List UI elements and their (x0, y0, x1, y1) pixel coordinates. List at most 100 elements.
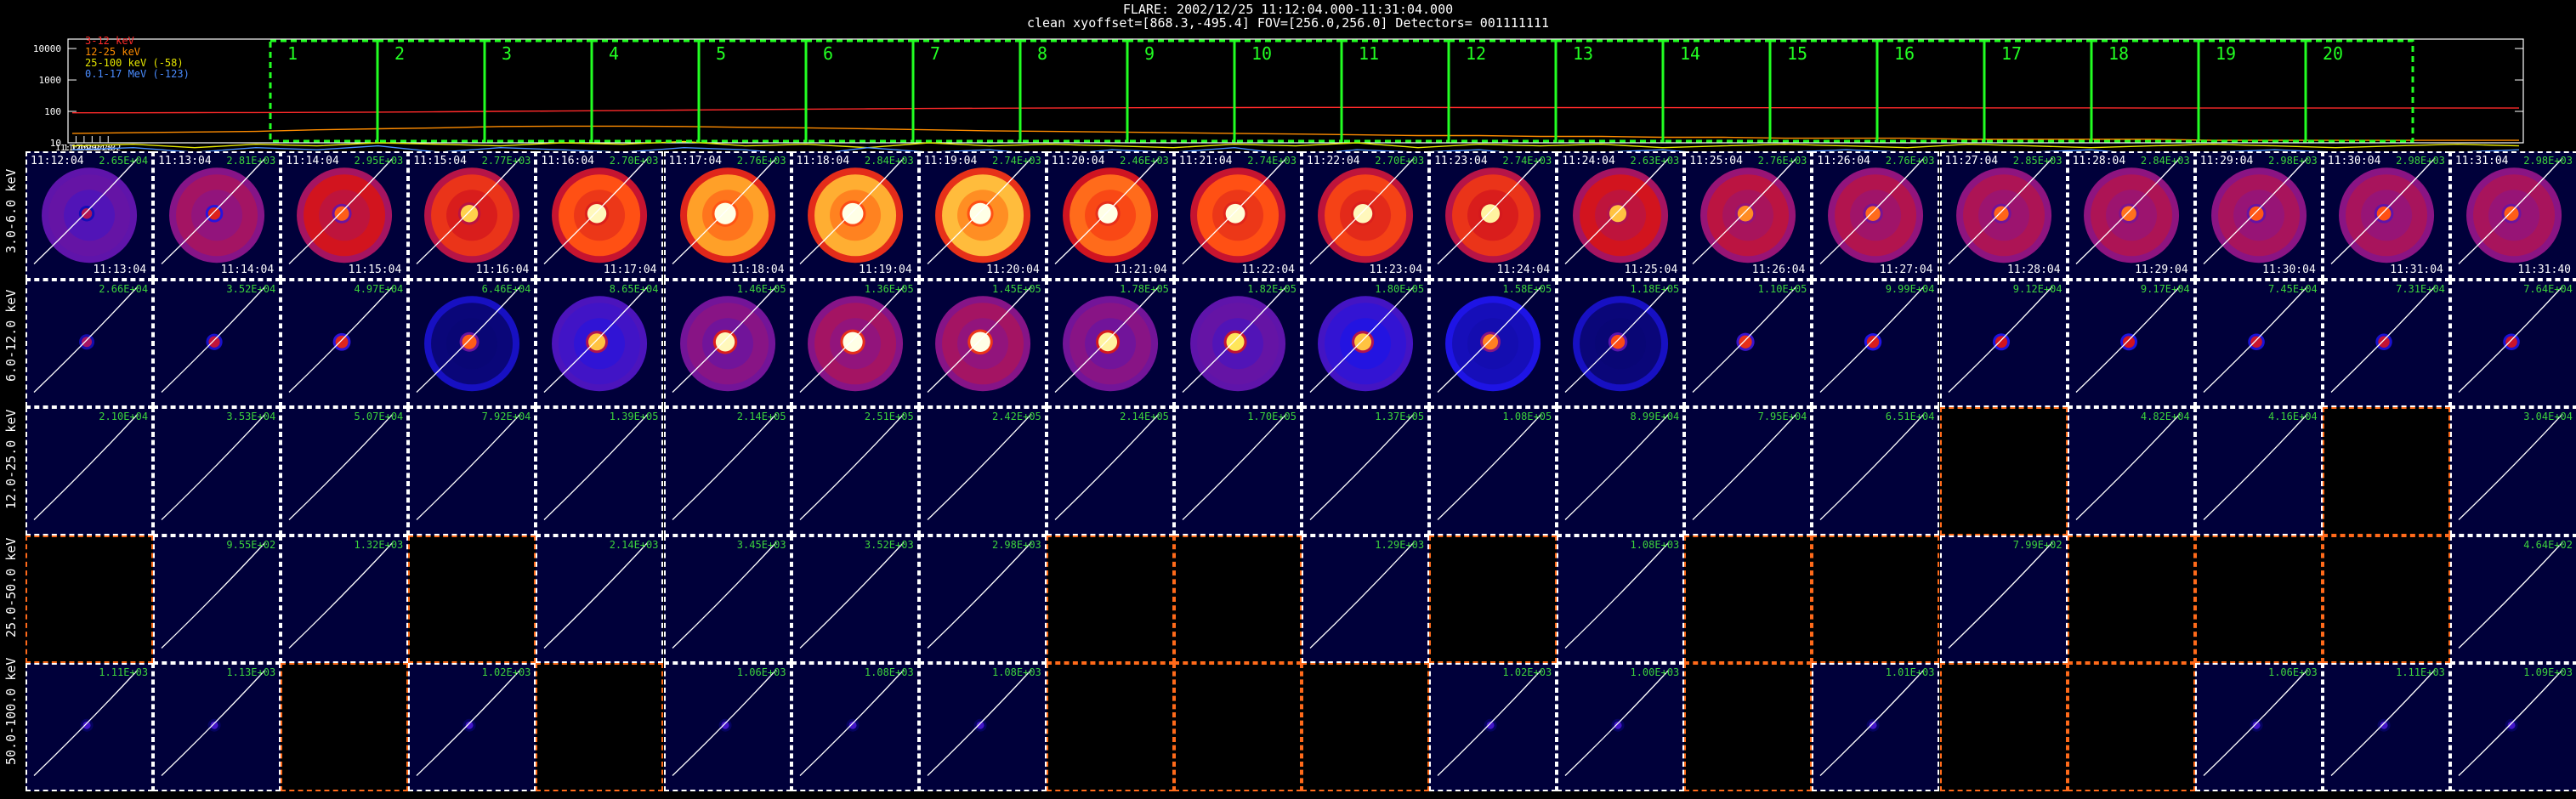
interval-label: 20 (2323, 43, 2343, 64)
peak-value-label: 3.45E+03 (736, 538, 786, 551)
peak-value-label: 1.08E+03 (1630, 538, 1680, 551)
interval-label: 8 (1037, 43, 1047, 64)
interval-label: 16 (1894, 43, 1915, 64)
peak-value-label: 2.46E+03 (1120, 155, 1169, 167)
flare-source (2507, 721, 2516, 729)
image-panel-empty (26, 535, 154, 663)
peak-value-label: 2.10E+04 (99, 411, 149, 422)
interval-label: 18 (2108, 43, 2129, 64)
end-time-label: 11:28:04 (2006, 263, 2061, 276)
start-time-label: 11:18:04 (796, 155, 850, 167)
peak-value-label: 1.39E+05 (609, 411, 659, 422)
peak-value-label: 4.82E+04 (2140, 411, 2190, 422)
peak-value-label: 1.08E+03 (991, 666, 1041, 678)
solar-limb (2458, 413, 2563, 520)
image-panel: 6.46E+04 (408, 279, 536, 407)
flare-source (1098, 203, 1118, 224)
end-time-label: 11:29:04 (2135, 263, 2188, 276)
solar-limb (2458, 541, 2563, 649)
image-panel: 1.01E+03 (1812, 663, 1940, 791)
image-panel: 1.18E+05 (1557, 279, 1685, 407)
solar-limb (1692, 286, 1797, 393)
solar-limb (161, 541, 266, 649)
interval-label: 11 (1359, 43, 1379, 64)
flare-source (207, 207, 221, 220)
image-panel-empty (1173, 663, 1302, 791)
flare-source (2505, 335, 2517, 348)
start-time-label: 11:14:04 (286, 155, 339, 167)
legend-entry: 12-25 keV (85, 46, 140, 58)
interval-box (1018, 39, 1129, 143)
image-panel: 1.08E+03 (1557, 535, 1685, 663)
peak-value-label: 2.98E+03 (2267, 155, 2318, 167)
solar-limb (2330, 286, 2436, 393)
flare-source (1614, 721, 1622, 729)
solar-limb (1948, 157, 2053, 264)
x-tick-label: 11:12 (55, 144, 81, 151)
interval-box (1554, 39, 1665, 143)
start-time-label: 11:16:04 (541, 155, 595, 167)
image-panel: 7.99E+02 (1939, 535, 2068, 663)
solar-limb (1692, 413, 1797, 520)
flare-source (1354, 332, 1372, 350)
image-panel: 7.45E+04 (2194, 279, 2323, 407)
image-panel: 11:13:04 11:14:04 2.81E+03 (153, 151, 281, 280)
solar-limb (1819, 669, 1925, 776)
peak-value-label: 1.70E+05 (1247, 411, 1297, 422)
solar-limb (1182, 286, 1287, 393)
interval-box (1768, 39, 1879, 143)
image-panel: 1.08E+03 (791, 663, 919, 791)
flare-source (2249, 206, 2264, 221)
start-time-label: 11:30:04 (2327, 155, 2381, 167)
peak-value-label: 2.84E+03 (864, 155, 914, 167)
flare-source (2504, 206, 2519, 221)
solar-limb (927, 669, 1032, 776)
solar-limb (927, 157, 1032, 264)
start-time-label: 11:19:04 (923, 155, 978, 167)
flare-source (462, 334, 477, 349)
solar-limb (2458, 286, 2563, 393)
flare-source (465, 721, 474, 729)
solar-limb (672, 541, 777, 649)
interval-box (269, 39, 379, 143)
solar-limb (161, 157, 266, 264)
flare-source (2380, 721, 2388, 729)
flare-source (82, 336, 93, 347)
end-time-label: 11:25:04 (1624, 263, 1678, 276)
lightcurve-plot: 1000010001001011:1211:1611:2011:2411:281… (33, 35, 2524, 151)
image-panel: 7.92E+04 (408, 407, 536, 536)
peak-value-label: 2.70E+03 (609, 155, 659, 167)
start-time-label: 11:21:04 (1178, 155, 1233, 167)
image-panel-empty (2322, 535, 2450, 663)
peak-value-label: 2.76E+03 (1885, 155, 1935, 167)
plot-subtitle: clean xyoffset=[868.3,-495.4] FOV=[256.0… (1026, 15, 1550, 31)
peak-value-label: 8.65E+04 (609, 282, 659, 295)
image-panel-empty (1939, 407, 2068, 536)
end-time-label: 11:23:04 (1369, 263, 1423, 276)
image-panel: 3.53E+04 (153, 407, 281, 536)
peak-value-label: 1.45E+05 (991, 282, 1041, 295)
flare-source (2250, 335, 2262, 348)
interval-box (2090, 39, 2200, 143)
interval-label: 6 (823, 43, 833, 64)
image-panel: 4.64E+02 (2449, 535, 2576, 663)
peak-value-label: 2.66E+04 (99, 282, 149, 295)
peak-value-label: 9.99E+04 (1885, 282, 1935, 295)
peak-value-label: 1.02E+03 (1502, 666, 1552, 678)
image-panel: 11:26:04 11:27:04 2.76E+03 (1812, 151, 1940, 280)
interval-label: 4 (609, 43, 619, 64)
image-panel: 2.10E+04 (26, 407, 154, 536)
solar-limb (1692, 157, 1797, 264)
peak-value-label: 6.46E+04 (481, 282, 531, 295)
interval-label: 14 (1680, 43, 1700, 64)
peak-value-label: 2.14E+05 (736, 411, 786, 422)
end-time-label: 11:30:04 (2262, 263, 2316, 276)
flare-source (2376, 206, 2392, 221)
y-tick-label: 10 (50, 138, 61, 149)
start-time-label: 11:31:04 (2454, 155, 2509, 167)
flare-source (969, 331, 990, 352)
peak-value-label: 7.99E+02 (2012, 538, 2063, 551)
solar-limb (2203, 669, 2308, 776)
solar-limb (543, 157, 649, 264)
end-time-label: 11:27:04 (1879, 263, 1933, 276)
